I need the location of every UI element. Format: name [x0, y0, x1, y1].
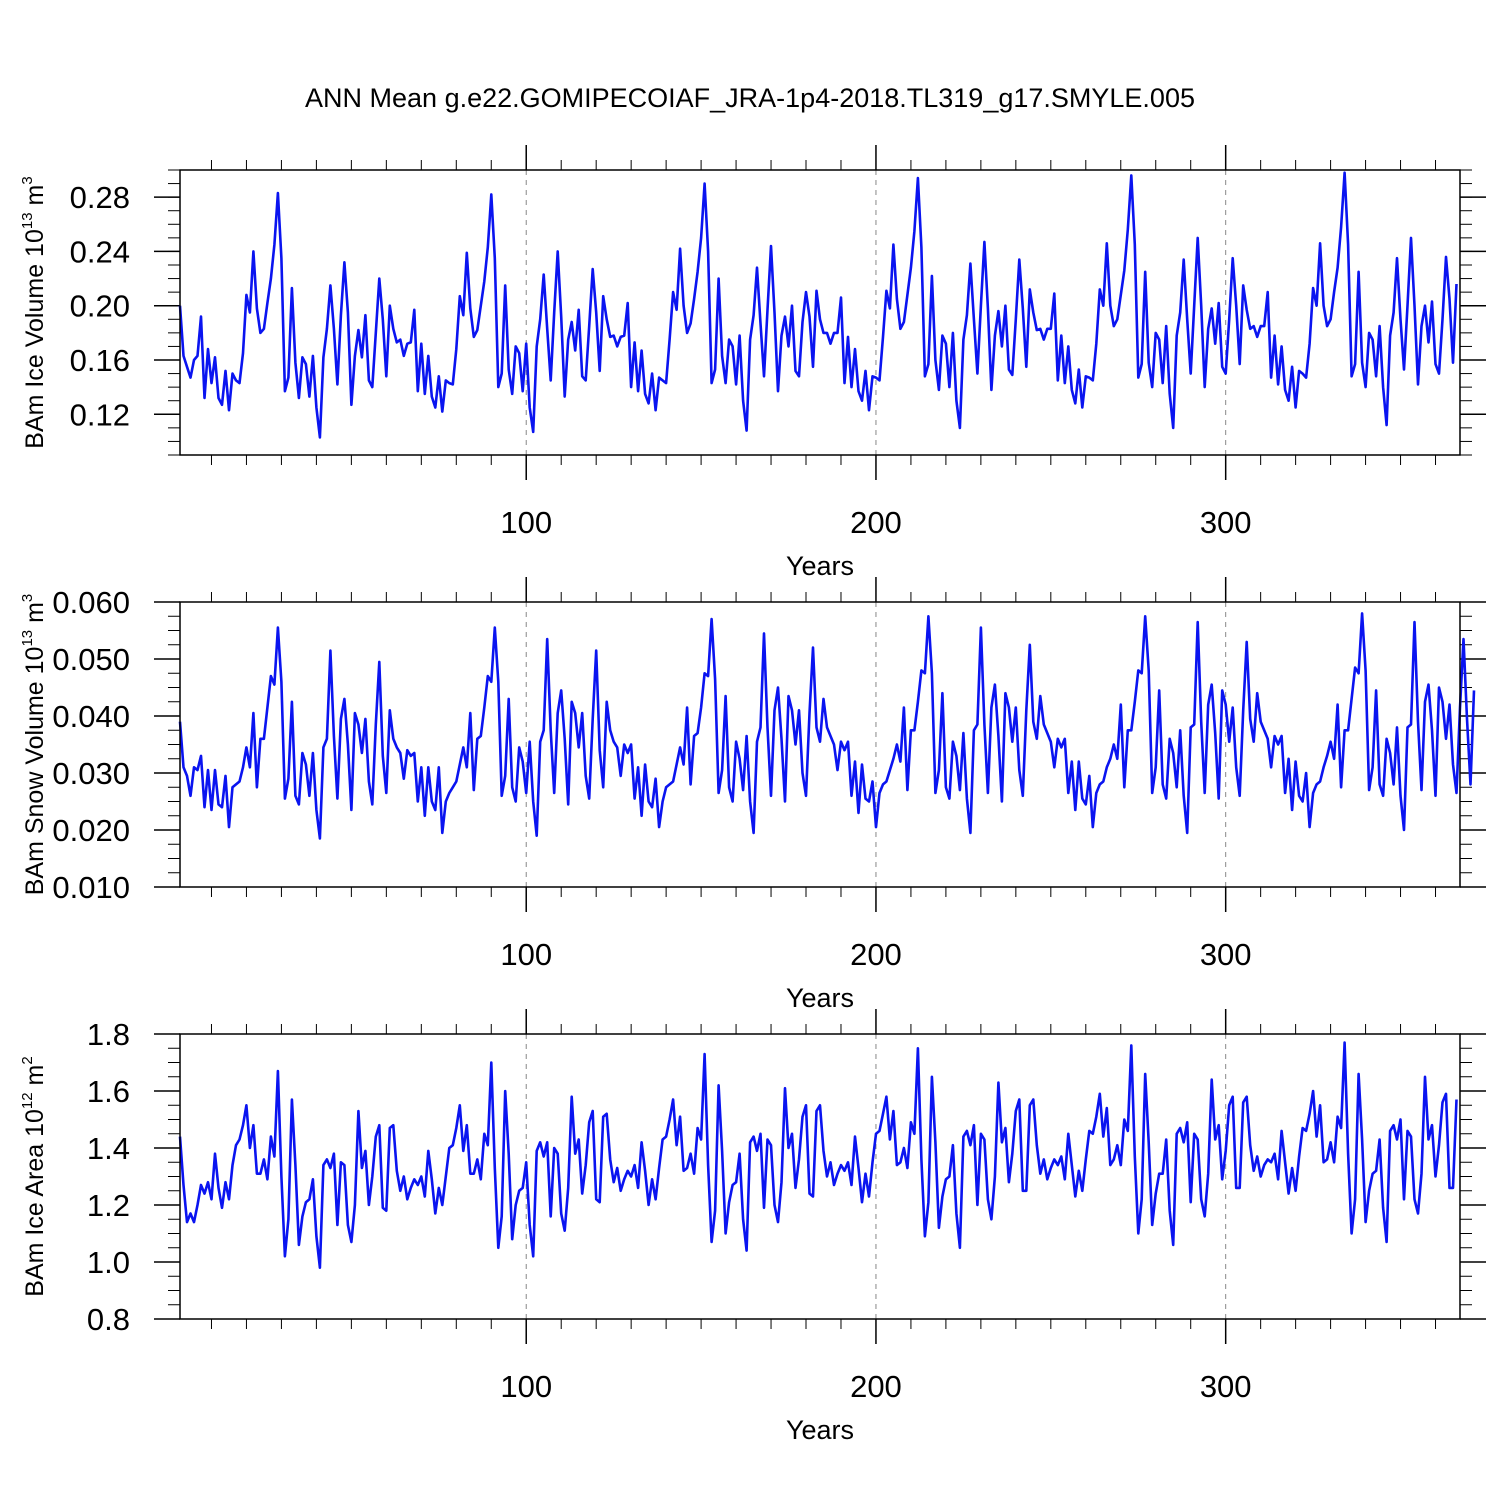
snow-volume-y-tick-label: 0.050	[52, 642, 130, 677]
ice-volume-x-tick-label: 300	[1200, 505, 1252, 540]
snow-volume-y-tick-label: 0.020	[52, 813, 130, 848]
ice-volume-x-axis-label: Years	[786, 551, 854, 581]
ice-volume-y-label-main: BAm Ice Volume 10	[21, 229, 49, 449]
snow-volume-y-label-exponent: 13	[19, 630, 36, 647]
ice-area-y-label-exponent: 12	[19, 1092, 36, 1109]
ice-volume-y-tick-label: 0.16	[70, 343, 130, 378]
ice-area-y-label-unit: m	[21, 1065, 49, 1093]
ice-volume-y-label-exponent: 13	[19, 212, 36, 229]
snow-volume-y-tick-label: 0.060	[52, 585, 130, 620]
ice-area-panel: 100 200 300 0.8 1.0 1.2 1.4 1.6 1.8 Years BAm Ice …	[19, 1009, 1486, 1445]
snow-volume-y-label-main: BAm Snow Volume 10	[21, 647, 49, 896]
snow-volume-y-axis-label: BAm Snow Volume 1013 m3	[19, 594, 49, 896]
figure-title: ANN Mean g.e22.GOMIPECOIAF_JRA-1p4-2018.…	[305, 83, 1195, 113]
ice-area-plot-frame	[179, 1033, 1461, 1320]
ice-volume-y-label-unit: m	[21, 185, 49, 213]
ice-volume-plot-frame	[179, 169, 1461, 456]
ice-volume-y-tick-label: 0.12	[70, 397, 130, 432]
snow-volume-panel: 100 200 300 0.010 0.020 0.030 0.040 0.050 0.060 Y…	[19, 577, 1486, 1013]
ice-area-y-label-unit-exponent: 2	[19, 1056, 36, 1064]
snow-volume-y-label-unit: m	[21, 602, 49, 630]
snow-volume-x-tick-label: 100	[500, 937, 552, 972]
ice-volume-series-line	[178, 171, 1458, 439]
ice-area-y-axis-label: BAm Ice Area 1012 m2	[19, 1056, 49, 1296]
ice-area-x-tick-label: 100	[500, 1369, 552, 1404]
snow-volume-y-tick-label: 0.040	[52, 699, 130, 734]
snow-volume-y-tick-label: 0.010	[52, 870, 130, 905]
ice-area-y-tick-label: 1.8	[87, 1017, 130, 1052]
ice-area-x-axis-label: Years	[786, 1415, 854, 1445]
ice-area-y-tick-label: 1.6	[87, 1074, 130, 1109]
ice-area-y-label-main: BAm Ice Area 10	[21, 1109, 49, 1297]
snow-volume-x-axis-label: Years	[786, 983, 854, 1013]
snow-volume-y-label-unit-exponent: 3	[19, 594, 36, 602]
ice-area-y-tick-label: 1.4	[87, 1131, 130, 1166]
ice-area-series-line	[178, 1041, 1458, 1269]
ice-volume-y-axis-label: BAm Ice Volume 1013 m3	[19, 176, 49, 448]
ice-area-y-tick-label: 0.8	[87, 1302, 130, 1337]
ice-area-y-tick-label: 1.0	[87, 1245, 130, 1280]
snow-volume-x-tick-label: 200	[850, 937, 902, 972]
ice-volume-y-tick-label: 0.20	[70, 289, 130, 324]
ice-volume-y-tick-label: 0.24	[70, 234, 130, 269]
ice-volume-y-tick-label: 0.28	[70, 180, 130, 215]
ice-volume-x-tick-label: 200	[850, 505, 902, 540]
ice-volume-x-tick-label: 100	[500, 505, 552, 540]
ice-area-x-tick-label: 200	[850, 1369, 902, 1404]
snow-volume-y-tick-label: 0.030	[52, 756, 130, 791]
ice-volume-panel: 100 200 300 0.12 0.16 0.20 0.24 0.28 Years BAm Ic…	[19, 145, 1486, 581]
snow-volume-plot-frame	[179, 601, 1461, 888]
ice-area-y-tick-label: 1.2	[87, 1188, 130, 1223]
ice-area-x-tick-label: 300	[1200, 1369, 1252, 1404]
snow-volume-series-line	[178, 612, 1476, 840]
ice-volume-y-label-unit-exponent: 3	[19, 176, 36, 184]
panels: 100 200 300 0.12 0.16 0.20 0.24 0.28 Years BAm Ic…	[19, 145, 1486, 1445]
snow-volume-x-tick-label: 300	[1200, 937, 1252, 972]
